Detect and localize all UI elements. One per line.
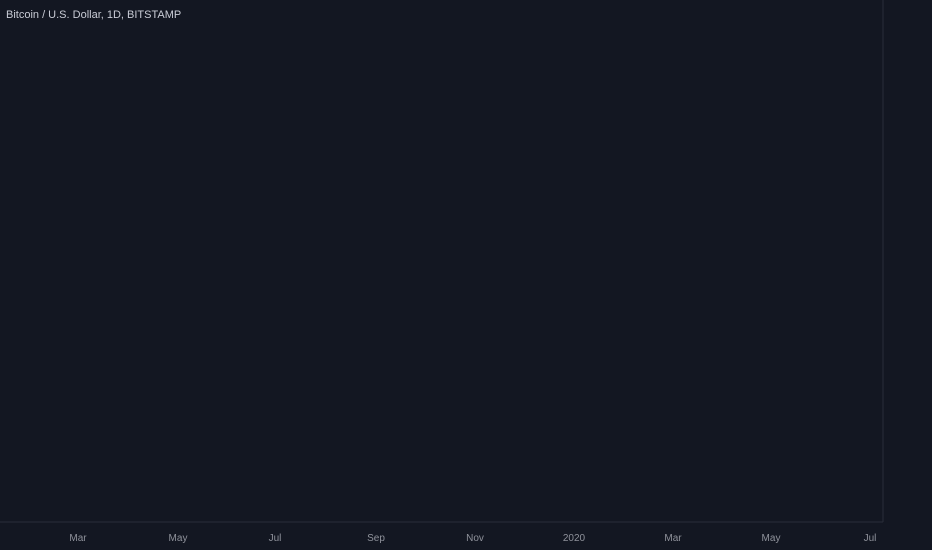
x-tick-label: Jul bbox=[269, 533, 282, 544]
x-tick-label: Nov bbox=[466, 533, 484, 544]
chart-title: Bitcoin / U.S. Dollar, 1D, BITSTAMP bbox=[6, 9, 182, 21]
price-axis-bg bbox=[883, 0, 932, 550]
x-tick-label: May bbox=[762, 533, 781, 544]
x-tick-label: Jul bbox=[864, 533, 877, 544]
x-tick-label: Mar bbox=[69, 533, 87, 544]
time-axis-bg bbox=[0, 522, 932, 550]
x-tick-label: Sep bbox=[367, 533, 385, 544]
x-tick-label: Mar bbox=[664, 533, 682, 544]
x-tick-label: May bbox=[169, 533, 188, 544]
x-tick-label: 2020 bbox=[563, 533, 586, 544]
